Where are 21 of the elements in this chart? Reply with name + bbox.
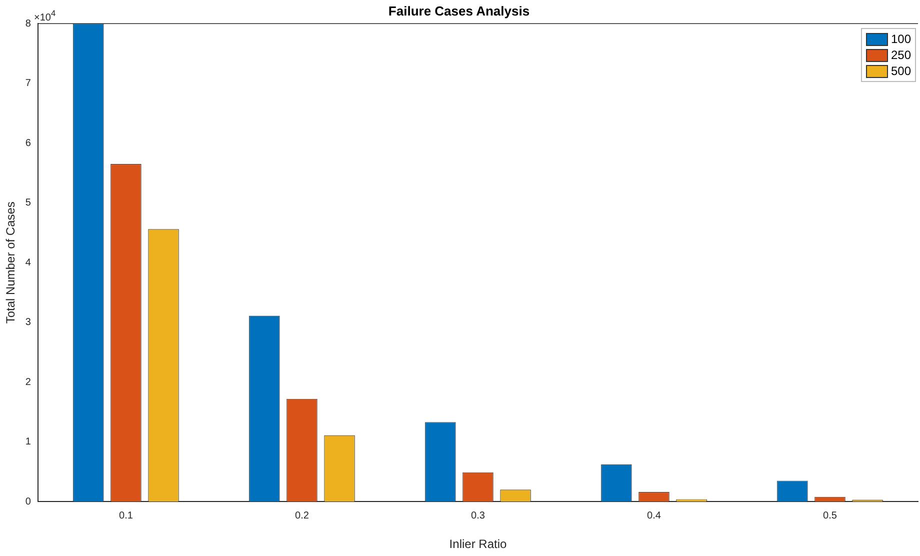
y-tick-label: 3 (25, 317, 32, 328)
y-tick-label: 6 (25, 138, 32, 149)
y-tick-label: 8 (25, 18, 32, 30)
legend-label: 500 (890, 64, 911, 78)
annotation: ×10$^{4}$ (34, 8, 56, 24)
y-tick-label: 0 (25, 496, 32, 508)
y-axis-title: Total Number of Cases (4, 202, 18, 324)
legend-label: 100 (890, 32, 911, 46)
x-tick-label: 0.1 (119, 510, 134, 522)
y-tick-label: 7 (25, 78, 32, 90)
x-tick-label: 0.2 (295, 510, 310, 522)
y-tick-label: 1 (25, 436, 32, 448)
x-axis-title: Inlier Ratio (449, 537, 507, 552)
chart-title: Failure Cases Analysis (388, 3, 530, 18)
x-tick-label: 0.4 (647, 510, 662, 522)
y-tick-label: 5 (25, 198, 32, 209)
y-tick-label: 4 (25, 257, 32, 268)
legend-label: 250 (890, 48, 911, 62)
x-tick-label: 0.5 (823, 510, 838, 522)
y-tick-label: 2 (25, 376, 32, 388)
x-tick-label: 0.3 (471, 510, 486, 522)
